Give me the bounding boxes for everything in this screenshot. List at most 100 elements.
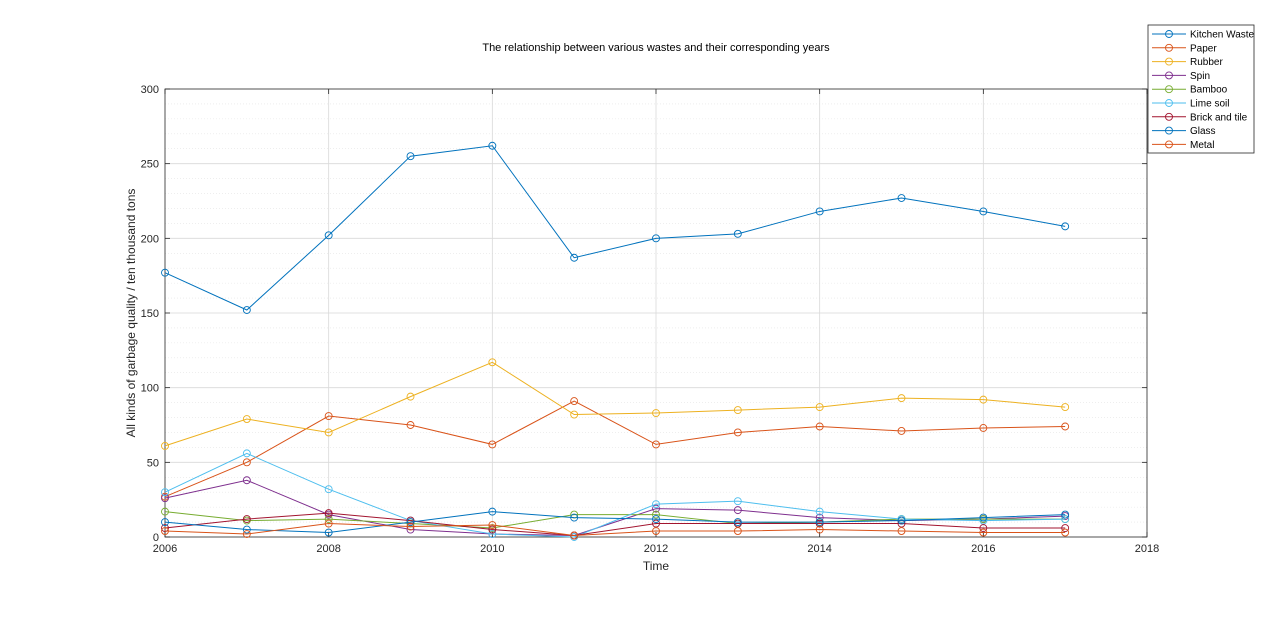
data-point-lime-soil <box>815 507 824 516</box>
legend-marker <box>1165 99 1173 107</box>
data-point-kitchen-waste <box>488 141 497 150</box>
data-point-rubber <box>488 358 497 367</box>
data-point-kitchen-waste <box>570 253 579 262</box>
data-point-paper <box>1061 422 1070 431</box>
data-point-metal <box>733 527 742 535</box>
data-point-metal <box>1061 528 1070 537</box>
data-point-glass <box>406 518 415 527</box>
data-point-metal <box>242 530 251 538</box>
data-point-spin <box>161 494 169 503</box>
legend-item-brick-and-tile: Brick and tile <box>1152 112 1248 123</box>
legend-label: Spin <box>1190 71 1210 82</box>
data-point-rubber <box>979 395 988 404</box>
data-point-lime-soil <box>652 500 660 509</box>
y-tick-label: 300 <box>141 84 159 96</box>
data-point-kitchen-waste <box>324 231 333 240</box>
legend-marker <box>1165 140 1173 149</box>
data-point-rubber <box>242 415 251 423</box>
data-point-metal <box>897 527 906 535</box>
legend-item-bamboo: Bamboo <box>1152 85 1228 96</box>
legend-marker <box>1165 30 1173 38</box>
data-point-kitchen-waste <box>979 207 988 216</box>
y-tick-label: 150 <box>141 308 159 320</box>
legend-marker <box>1165 43 1173 52</box>
legend-label: Glass <box>1190 126 1216 137</box>
data-point-metal <box>652 527 660 535</box>
data-point-glass <box>897 516 906 525</box>
series-group <box>161 141 1070 541</box>
series-metal <box>161 519 1070 540</box>
series-kitchen-waste <box>161 141 1070 314</box>
legend-label: Lime soil <box>1190 99 1229 110</box>
y-tick-label: 200 <box>141 233 159 245</box>
data-point-lime-soil <box>1061 515 1070 524</box>
data-point-spin <box>242 476 251 485</box>
data-point-glass <box>652 515 660 524</box>
data-point-glass <box>161 518 169 527</box>
series-line-rubber <box>164 361 1066 447</box>
data-point-metal <box>406 522 415 531</box>
data-point-paper <box>652 440 660 449</box>
data-point-lime-soil <box>733 497 742 506</box>
y-tick-label: 250 <box>141 159 159 171</box>
data-point-rubber <box>570 410 579 419</box>
legend-entries: Kitchen Waste Paper Rubber Spin Bamboo Lime s… <box>1152 30 1255 151</box>
data-point-glass <box>242 525 251 534</box>
series-line-glass <box>164 511 1066 534</box>
data-point-metal <box>324 519 333 528</box>
data-point-spin <box>406 525 415 534</box>
series-line-kitchen-waste <box>164 145 1066 311</box>
y-tick-label: 50 <box>147 457 159 469</box>
data-point-spin <box>733 506 742 515</box>
legend-label: Rubber <box>1190 57 1223 68</box>
data-point-rubber <box>406 392 415 401</box>
data-point-spin <box>652 504 660 513</box>
series-paper <box>161 397 1070 501</box>
data-point-kitchen-waste <box>1061 222 1070 231</box>
data-point-glass <box>1061 510 1070 519</box>
data-point-spin <box>815 513 824 522</box>
legend-item-kitchen-waste: Kitchen Waste <box>1152 30 1255 41</box>
x-tick-label: 2018 <box>1135 543 1159 555</box>
data-point-paper <box>897 427 906 435</box>
data-point-kitchen-waste <box>161 268 169 277</box>
series-brick-and-tile <box>161 509 1070 540</box>
data-point-bamboo <box>324 515 333 524</box>
data-point-kitchen-waste <box>242 306 251 314</box>
data-point-rubber <box>324 428 333 437</box>
grid-lines <box>165 89 1147 537</box>
y-axis-title: All kinds of garbage quality / ten thous… <box>124 189 138 438</box>
data-point-brick-and-tile <box>488 525 497 534</box>
legend-marker <box>1165 126 1173 135</box>
series-line-metal <box>164 523 1066 537</box>
legend-item-spin: Spin <box>1152 71 1210 82</box>
data-point-bamboo <box>570 510 579 519</box>
x-tick-label: 2012 <box>644 543 668 555</box>
legend-item-rubber: Rubber <box>1152 57 1223 68</box>
x-tick-label: 2010 <box>480 543 504 555</box>
data-point-paper <box>733 428 742 437</box>
data-point-brick-and-tile <box>324 509 333 518</box>
data-point-metal <box>815 525 824 534</box>
data-point-rubber <box>815 403 824 412</box>
series-line-paper <box>164 400 1066 498</box>
data-point-brick-and-tile <box>652 519 660 528</box>
data-point-rubber <box>733 406 742 415</box>
data-point-glass <box>570 513 579 522</box>
data-point-rubber <box>161 441 169 450</box>
series-rubber <box>161 358 1070 450</box>
legend-marker <box>1165 57 1173 66</box>
axis-ticks: 2006 2008 2010 2012 2014 2016 2018 0 50 100 150 200… <box>141 84 1160 555</box>
x-tick-label: 2016 <box>971 543 995 555</box>
x-axis-title: Time <box>643 559 670 573</box>
data-point-rubber <box>652 409 660 418</box>
data-point-brick-and-tile <box>1061 524 1070 532</box>
data-point-kitchen-waste <box>652 234 660 243</box>
legend-label: Kitchen Waste <box>1190 30 1255 41</box>
legend-label: Brick and tile <box>1190 112 1248 123</box>
data-point-kitchen-waste <box>733 229 742 238</box>
y-tick-label: 0 <box>153 532 159 544</box>
data-point-brick-and-tile <box>161 524 169 532</box>
legend: Kitchen Waste Paper Rubber Spin Bamboo Lime s… <box>1147 24 1255 154</box>
